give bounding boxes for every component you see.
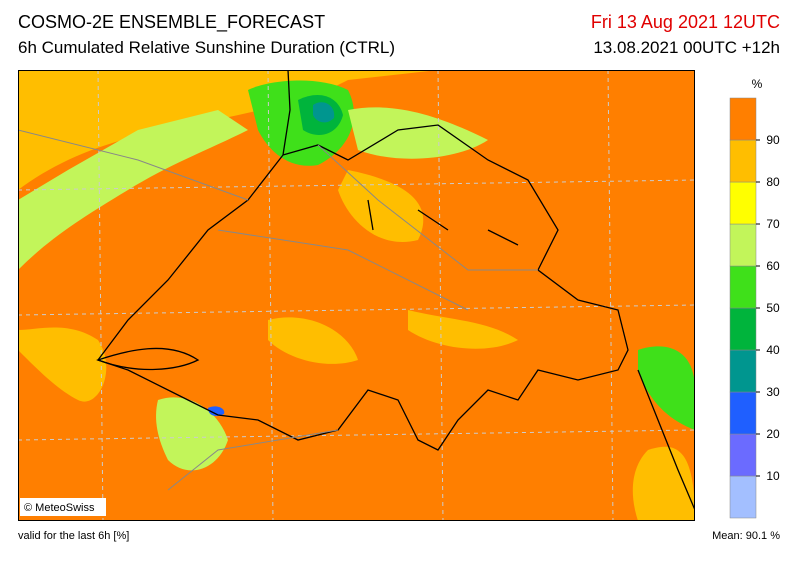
colorbar-band bbox=[729, 97, 757, 141]
subtitle: 6h Cumulated Relative Sunshine Duration … bbox=[18, 38, 396, 57]
title: COSMO-2E ENSEMBLE_FORECAST bbox=[18, 12, 326, 32]
colorbar-unit: % bbox=[752, 78, 763, 91]
colorbar-tick-label: 80 bbox=[766, 175, 780, 189]
borders bbox=[96, 70, 695, 511]
footer-mean: Mean: 90.1 % bbox=[712, 530, 780, 542]
map-frame bbox=[18, 70, 695, 521]
credit-box bbox=[20, 498, 106, 516]
map: © MeteoSwiss bbox=[18, 70, 695, 521]
colorbar-band bbox=[729, 139, 757, 183]
graticule bbox=[18, 70, 695, 521]
colorbar-band bbox=[729, 181, 757, 225]
colorbar: % 10 20 30 40 50 60 70 80 90 bbox=[729, 78, 780, 519]
run-time: 13.08.2021 00UTC +12h bbox=[593, 38, 780, 57]
colorbar-band bbox=[729, 391, 757, 435]
colorbar-band bbox=[729, 307, 757, 351]
credit: © MeteoSwiss bbox=[24, 502, 95, 514]
colorbar-band bbox=[729, 433, 757, 477]
colorbar-tick-label: 10 bbox=[766, 469, 780, 483]
colorbar-tick-label: 50 bbox=[766, 301, 780, 315]
colorbar-band bbox=[729, 349, 757, 393]
valid-time: Fri 13 Aug 2021 12UTC bbox=[590, 12, 780, 32]
colorbar-tick-label: 60 bbox=[766, 259, 780, 273]
colorbar-band bbox=[729, 265, 757, 309]
colorbar-band bbox=[729, 475, 757, 519]
colorbar-band bbox=[729, 223, 757, 267]
footer-note: valid for the last 6h [%] bbox=[18, 530, 130, 542]
cantonal-borders bbox=[18, 129, 538, 491]
field-patches bbox=[18, 70, 695, 521]
colorbar-tick-label: 30 bbox=[766, 385, 780, 399]
colorbar-tick-label: 90 bbox=[766, 133, 780, 147]
colorbar-tick-label: 40 bbox=[766, 343, 780, 357]
colorbar-tick-label: 70 bbox=[766, 217, 780, 231]
colorbar-tick-label: 20 bbox=[766, 427, 780, 441]
